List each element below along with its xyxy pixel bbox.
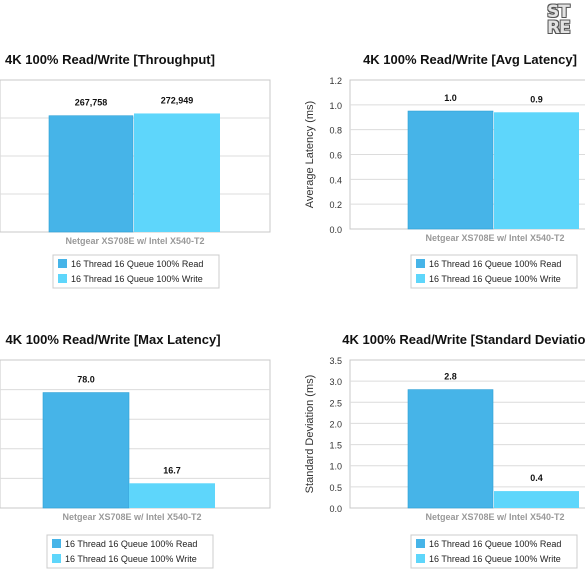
chart-title: 4K 100% Read/Write [Max Latency] [5, 332, 220, 347]
y-tick-label: 0.6 [329, 151, 342, 161]
chart-title: 4K 100% Read/Write [Standard Deviation] [342, 332, 585, 347]
logo-line-2: RE [547, 18, 571, 38]
bar-write [129, 483, 215, 508]
x-category-label: Netgear XS708E w/ Intel X540-T2 [425, 512, 564, 522]
y-tick-label: 0.2 [329, 200, 342, 210]
logo-line-1: ST [547, 2, 570, 22]
bar-read [407, 389, 494, 509]
legend-swatch [58, 274, 67, 283]
legend-swatch [416, 259, 425, 268]
y-tick-label: 1.2 [329, 76, 342, 86]
bar-read [48, 115, 134, 233]
bar-write [494, 491, 579, 508]
legend-box [410, 534, 578, 569]
y-tick-label: 0.8 [329, 126, 342, 136]
data-label: 0.4 [530, 473, 543, 483]
legend-entry: 16 Thread 16 Queue 100% Read [71, 259, 203, 269]
y-tick-label: 2.5 [329, 398, 342, 408]
data-label: 16.7 [163, 465, 181, 475]
y-axis-label: Standard Deviation (ms) [304, 375, 316, 494]
chart-panel-1: 4K 100% Read/Write [Throughput] 267,758 27… [0, 52, 271, 289]
y-tick-label: 0.5 [329, 483, 342, 493]
chart-title: 4K 100% Read/Write [Avg Latency] [363, 52, 577, 67]
legend-entry: 16 Thread 16 Queue 100% Write [429, 274, 561, 284]
y-tick-label: 0.0 [329, 504, 342, 514]
y-tick-label: 0.0 [329, 225, 342, 235]
bar-read [42, 392, 130, 509]
legend-box [52, 254, 220, 289]
legend-swatch [416, 539, 425, 548]
data-label: 78.0 [77, 375, 95, 385]
legend-swatch [52, 554, 61, 563]
data-label: 267,758 [75, 98, 108, 108]
x-category-label: Netgear XS708E w/ Intel X540-T2 [425, 233, 564, 243]
bar-write [134, 113, 220, 232]
legend-box [46, 534, 214, 569]
y-tick-label: 3.0 [329, 377, 342, 387]
bar-write [494, 112, 579, 229]
y-tick-label: 1.0 [329, 462, 342, 472]
data-label: 1.0 [444, 93, 457, 103]
legend-swatch [416, 554, 425, 563]
legend-entry: 16 Thread 16 Queue 100% Write [429, 554, 561, 564]
legend-box [410, 254, 578, 289]
y-tick-label: 1.0 [329, 101, 342, 111]
legend-entry: 16 Thread 16 Queue 100% Read [429, 259, 561, 269]
y-tick-label: 0.4 [329, 175, 342, 185]
legend-swatch [416, 274, 425, 283]
legend-entry: 16 Thread 16 Queue 100% Write [65, 554, 197, 564]
data-label: 0.9 [530, 94, 543, 104]
chart-panel-4: 4K 100% Read/Write [Standard Deviation] 0… [304, 332, 585, 569]
y-tick-label: 3.5 [329, 356, 342, 366]
chart-panel-2: 4K 100% Read/Write [Avg Latency] 0.0 0.2 0.… [304, 52, 585, 289]
legend-entry: 16 Thread 16 Queue 100% Read [65, 539, 197, 549]
data-label: 272,949 [161, 95, 194, 105]
y-axis-label: Average Latency (ms) [304, 101, 316, 208]
chart-title: 4K 100% Read/Write [Throughput] [5, 52, 215, 67]
legend-swatch [52, 539, 61, 548]
bar-read [407, 110, 494, 230]
y-tick-label: 1.5 [329, 441, 342, 451]
x-category-label: Netgear XS708E w/ Intel X540-T2 [65, 236, 204, 246]
legend-swatch [58, 259, 67, 268]
legend-entry: 16 Thread 16 Queue 100% Read [429, 539, 561, 549]
legend-entry: 16 Thread 16 Queue 100% Write [71, 274, 203, 284]
x-category-label: Netgear XS708E w/ Intel X540-T2 [62, 512, 201, 522]
data-label: 2.8 [444, 372, 457, 382]
storagereview-logo: ST RE [547, 4, 585, 40]
chart-panel-3: 4K 100% Read/Write [Max Latency] 78.0 16.7… [0, 332, 271, 569]
y-tick-label: 2.0 [329, 419, 342, 429]
